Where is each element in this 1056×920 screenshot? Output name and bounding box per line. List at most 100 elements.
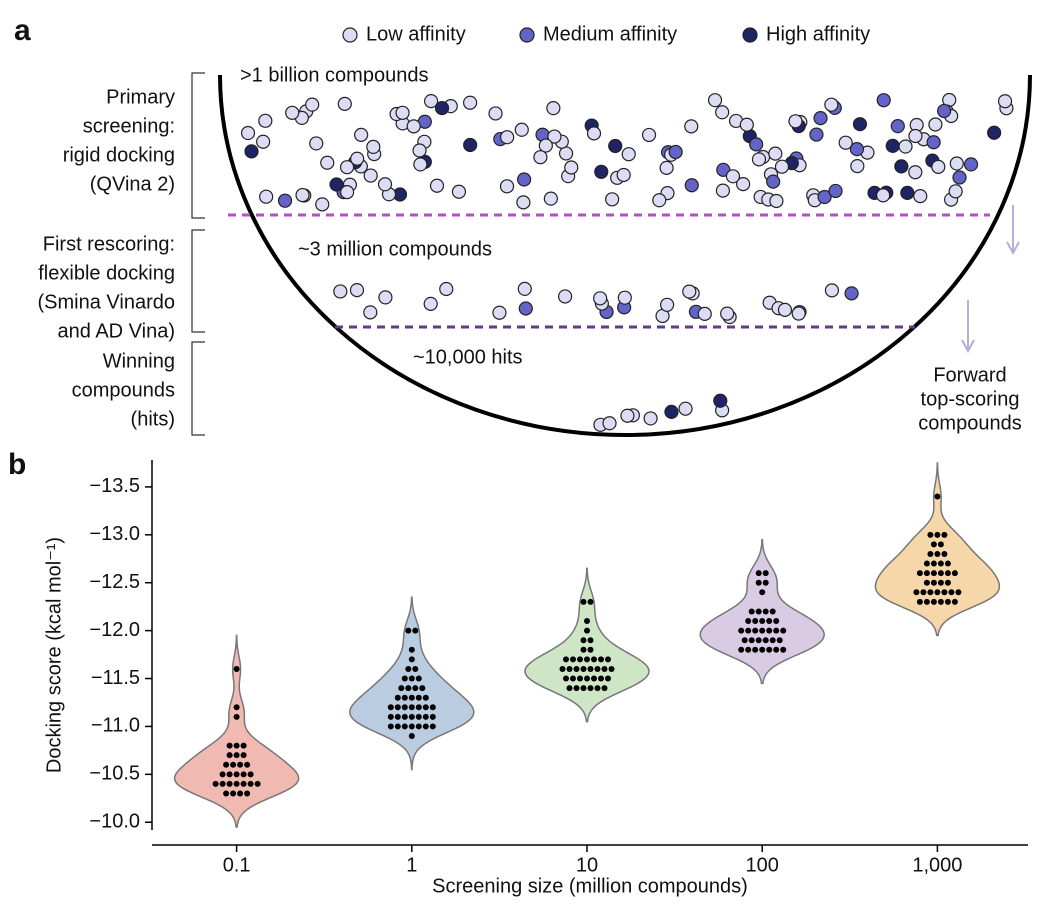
legend-marker	[342, 27, 358, 43]
data-point	[584, 618, 590, 625]
data-point	[566, 685, 573, 692]
compound-dot	[309, 136, 324, 151]
data-point	[587, 685, 594, 692]
compound-dot	[517, 281, 532, 297]
compound-dot	[997, 94, 1013, 109]
y-tick-label: −13.0	[89, 523, 140, 545]
data-point	[412, 665, 419, 672]
compound-dot	[852, 117, 868, 132]
compound-dot	[349, 283, 365, 298]
data-point	[752, 646, 759, 653]
compound-dot	[876, 188, 891, 203]
compound-dot	[652, 193, 667, 208]
compound-dot	[908, 165, 923, 180]
compound-dot	[429, 178, 445, 193]
data-point	[598, 656, 604, 663]
data-point	[233, 780, 240, 787]
data-point	[759, 627, 766, 634]
compound-dot	[926, 135, 941, 150]
data-point	[415, 704, 422, 711]
compound-dot	[809, 127, 824, 142]
data-point	[408, 704, 415, 711]
data-point	[759, 646, 766, 653]
data-point	[941, 531, 948, 538]
compound-dot	[736, 177, 751, 192]
x-tick-label: 10	[576, 854, 598, 876]
data-point	[233, 704, 240, 711]
data-point	[401, 713, 408, 720]
data-point	[387, 723, 394, 730]
data-point	[776, 637, 783, 644]
compound-dot	[423, 296, 438, 311]
data-point	[387, 713, 394, 720]
compound-dot	[739, 117, 754, 132]
data-point	[937, 579, 944, 586]
data-point	[944, 598, 951, 605]
compound-dot	[412, 143, 427, 158]
data-point	[944, 570, 951, 577]
data-point	[951, 570, 958, 577]
data-point	[738, 627, 745, 634]
compound-dot	[828, 183, 843, 199]
x-tick-label: 1,000	[912, 854, 962, 876]
data-point	[766, 618, 773, 625]
data-point	[226, 752, 233, 759]
compound-dot	[908, 128, 923, 144]
compound-dot	[594, 164, 609, 179]
data-point	[601, 685, 608, 692]
data-point	[930, 541, 937, 548]
data-point	[580, 598, 587, 605]
data-point	[408, 733, 415, 740]
data-point	[412, 627, 419, 634]
stage-label: flexible docking	[38, 262, 175, 284]
stage-label: (Smina Vinardo	[38, 291, 175, 313]
data-point	[780, 627, 787, 634]
data-point	[573, 685, 580, 692]
compound-dot	[949, 156, 964, 171]
data-point	[948, 589, 955, 596]
data-point	[412, 685, 419, 692]
compound-dot	[668, 144, 683, 160]
data-point	[762, 570, 769, 577]
data-point	[913, 589, 920, 596]
compound-dot	[768, 146, 783, 161]
compound-dot	[538, 138, 553, 153]
compound-dot	[620, 408, 635, 423]
compound-dot	[305, 97, 320, 112]
legend-marker	[519, 27, 535, 43]
data-point	[429, 723, 436, 730]
data-point	[755, 608, 762, 615]
compound-dot	[546, 101, 561, 116]
stage-label: First rescoring:	[43, 233, 175, 255]
compound-dot	[295, 187, 310, 203]
data-point	[422, 694, 429, 701]
compound-dot	[890, 119, 905, 134]
compound-dot	[517, 172, 532, 187]
legend-label: High affinity	[766, 23, 870, 45]
data-point	[219, 780, 226, 787]
stage-label: rigid docking	[63, 144, 175, 166]
compound-dot	[413, 157, 428, 172]
compound-dot	[751, 152, 767, 167]
compound-dot	[558, 146, 574, 161]
data-point	[941, 589, 948, 596]
data-point	[748, 608, 755, 615]
compound-dot	[516, 195, 531, 210]
data-point	[944, 560, 951, 567]
data-point	[773, 646, 780, 653]
forward-label: top-scoring	[921, 388, 1020, 410]
data-point	[573, 665, 580, 672]
compound-dot	[339, 160, 355, 175]
data-point	[930, 598, 937, 605]
compound-dot	[766, 174, 781, 189]
data-point	[587, 646, 594, 653]
data-point	[780, 646, 787, 653]
data-point	[254, 780, 261, 787]
data-point	[387, 704, 394, 711]
data-point	[934, 589, 941, 596]
compound-dot	[463, 95, 478, 110]
legend-label: Medium affinity	[543, 23, 677, 45]
data-point	[580, 646, 587, 653]
data-point	[240, 780, 247, 787]
